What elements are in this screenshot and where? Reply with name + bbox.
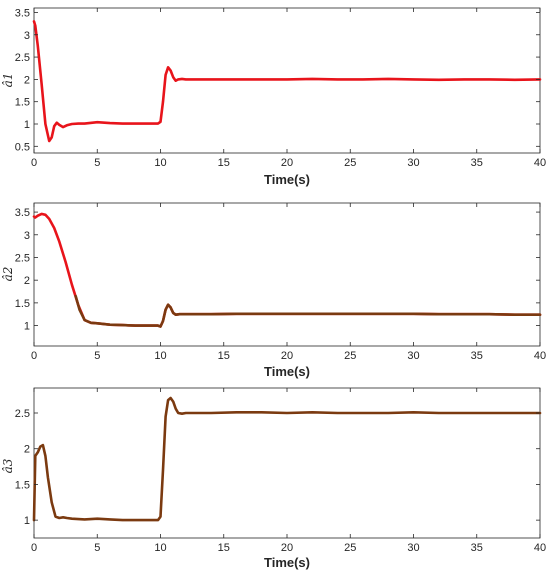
y-tick-label: 2.5 [15,52,30,64]
y-axis-label: â3 [1,458,15,473]
series-line-0 [32,396,542,522]
y-ticks: 1 1.5 2 2.5 3 3.5 [15,207,540,333]
x-tick-label: 5 [94,157,100,169]
panel-a3: 0 5 10 15 20 25 30 35 40 1 1.5 2 2.5 Time(s) â3 [1,387,546,570]
x-tick-label: 15 [218,157,230,169]
x-tick-label: 20 [281,542,293,554]
y-tick-label: 3.5 [15,207,30,219]
y-tick-label: 1.5 [15,479,30,491]
y-tick-label: 1.5 [15,97,30,109]
x-tick-label: 10 [154,157,166,169]
y-tick-label: 1 [24,119,30,131]
y-tick-label: 1 [24,321,30,333]
plot-marks [32,212,542,328]
x-tick-label: 0 [31,542,37,554]
x-tick-label: 5 [94,542,100,554]
x-tick-label: 20 [281,157,293,169]
x-tick-label: 10 [154,350,166,362]
y-axis-label: â1 [1,73,15,88]
x-tick-label: 35 [471,542,483,554]
y-tick-label: 2.5 [15,252,30,264]
x-tick-label: 25 [344,157,356,169]
x-ticks: 0 5 10 15 20 25 30 35 40 [31,8,546,169]
x-axis-label: Time(s) [264,172,310,187]
y-tick-label: 2.5 [15,408,30,420]
x-axis-label: Time(s) [264,555,310,570]
x-tick-label: 0 [31,350,37,362]
x-tick-label: 40 [534,157,546,169]
x-tick-label: 30 [407,157,419,169]
y-axis-label: â2 [1,267,15,282]
plot-frame [33,387,541,539]
x-tick-label: 15 [218,542,230,554]
y-tick-label: 1 [24,515,30,527]
x-tick-label: 0 [31,157,37,169]
x-tick-label: 40 [534,542,546,554]
panel-a2: 0 5 10 15 20 25 30 35 40 1 1.5 2 2.5 3 3.5 Time(s) â2 [1,202,546,379]
x-tick-label: 10 [154,542,166,554]
y-ticks: 0.5 1 1.5 2 2.5 3 3.5 [15,7,540,153]
series-line-1 [74,294,542,328]
y-tick-label: 3 [24,230,30,242]
plot-marks [32,396,542,522]
y-tick-label: 2 [24,275,30,287]
x-tick-label: 30 [407,542,419,554]
plot-marks [32,20,542,143]
panel-a1: 0 5 10 15 20 25 30 35 40 0.5 1 1.5 2 2.5 3 3.5 Time(s)… [1,7,546,187]
x-tick-label: 35 [471,157,483,169]
x-ticks: 0 5 10 15 20 25 30 35 40 [31,388,546,554]
x-tick-label: 35 [471,350,483,362]
x-tick-label: 20 [281,350,293,362]
x-ticks: 0 5 10 15 20 25 30 35 40 [31,203,546,362]
y-tick-label: 0.5 [15,141,30,153]
y-tick-label: 3.5 [15,7,30,19]
x-tick-label: 25 [344,350,356,362]
x-tick-label: 30 [407,350,419,362]
x-axis-label: Time(s) [264,364,310,379]
x-tick-label: 25 [344,542,356,554]
y-tick-label: 2 [24,74,30,86]
y-ticks: 1 1.5 2 2.5 [15,408,540,527]
x-tick-label: 15 [218,350,230,362]
series-line-0 [32,20,542,143]
x-tick-label: 40 [534,350,546,362]
x-tick-label: 5 [94,350,100,362]
y-tick-label: 2 [24,444,30,456]
y-tick-label: 1.5 [15,298,30,310]
y-tick-label: 3 [24,30,30,42]
